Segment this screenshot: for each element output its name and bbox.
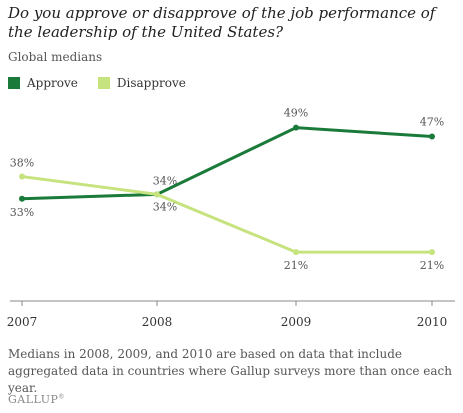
- x-tick-label-2008: 2008: [142, 315, 173, 329]
- chart-subtitle: Global medians: [8, 50, 103, 64]
- legend-item-approve: Approve: [8, 76, 78, 90]
- data-point-disapprove-2009: [293, 249, 299, 256]
- series-line-approve: [21, 126, 433, 201]
- footnote: Medians in 2008, 2009, and 2010 are base…: [8, 347, 452, 395]
- gallup-logo: GALLUP®: [8, 393, 65, 406]
- series-line-disapprove: [21, 175, 432, 254]
- data-point-disapprove-2008: [154, 191, 160, 198]
- legend-item-disapprove: Disapprove: [97, 76, 186, 90]
- data-point-approve-2009: [293, 124, 299, 131]
- x-tick-label-2007: 2007: [7, 315, 38, 329]
- x-tick-label-2010: 2010: [417, 315, 448, 329]
- legend-label-disapprove: Disapprove: [116, 76, 186, 90]
- data-label-approve-2009: 49%: [284, 107, 308, 120]
- data-label-disapprove-2010: 21%: [420, 259, 444, 272]
- legend-swatch-disapprove: [97, 77, 110, 89]
- data-point-approve-2007: [19, 195, 25, 202]
- x-tick-label-2009: 2009: [281, 315, 312, 329]
- data-point-approve-2010: [429, 133, 435, 140]
- data-label-approve-2008: 34%: [153, 174, 177, 187]
- legend-swatch-approve: [8, 77, 20, 89]
- gallup-logo-text: GALLUP: [8, 393, 59, 406]
- data-label-approve-2010: 47%: [420, 116, 444, 129]
- data-label-disapprove-2009: 21%: [284, 259, 308, 272]
- legend: Approve Disapprove: [8, 76, 206, 90]
- data-point-disapprove-2007: [19, 173, 25, 180]
- data-label-disapprove-2007: 38%: [10, 157, 34, 170]
- data-label-disapprove-2008: 34%: [153, 200, 177, 213]
- data-label-approve-2007: 33%: [10, 206, 34, 219]
- data-point-disapprove-2010: [429, 249, 435, 256]
- chart-title: Do you approve or disapprove of the job …: [8, 4, 436, 41]
- legend-label-approve: Approve: [27, 76, 78, 90]
